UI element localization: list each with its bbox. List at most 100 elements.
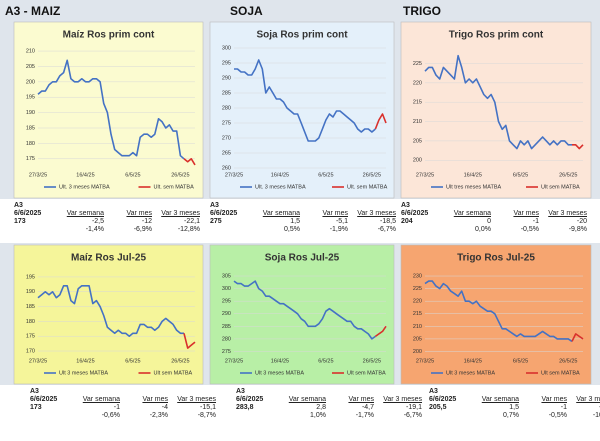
change-value: 0 xyxy=(487,218,491,225)
chart-box xyxy=(13,21,204,199)
y-tick-label: 230 xyxy=(413,273,422,279)
stats-label: A3 xyxy=(210,202,219,209)
y-tick-label: 260 xyxy=(222,165,231,171)
change-value: -22,1 xyxy=(184,218,200,225)
y-tick-label: 210 xyxy=(413,119,422,125)
y-tick-label: 190 xyxy=(26,289,35,295)
series-line xyxy=(183,333,196,349)
y-tick-label: 220 xyxy=(413,299,422,305)
chart-title: Maíz Ros Jul-25 xyxy=(71,253,146,264)
y-tick-label: 195 xyxy=(26,95,35,101)
x-tick-label: 27/3/25 xyxy=(225,358,243,364)
column-name: Var 3 meses xyxy=(357,210,396,217)
stats-value: 205,5 xyxy=(429,404,447,411)
y-tick-label: 210 xyxy=(413,324,422,330)
y-tick-label: 290 xyxy=(222,75,231,81)
spacer xyxy=(60,202,108,209)
change-value: -1 xyxy=(113,404,120,411)
chart-title: Soja Ros prim cont xyxy=(256,30,348,41)
spacer xyxy=(124,388,172,395)
change-pct: 0,5% xyxy=(284,226,300,233)
legend-label: Ult sem MATBA xyxy=(154,370,193,376)
stats-table: A3 6/6/2025 Var semana Var mes Var 3 meses 27… xyxy=(210,202,400,233)
change-pct: -1,4% xyxy=(85,226,104,233)
change-pct: -2,3% xyxy=(149,412,168,419)
spacer xyxy=(475,388,523,395)
column-name: Var 3 meses xyxy=(161,210,200,217)
column-name: Var 3 meses xyxy=(383,396,422,403)
x-tick-label: 6/5/25 xyxy=(513,172,528,178)
legend-label: Ult tres meses MATBA xyxy=(446,184,502,190)
column-name: Var mes xyxy=(142,396,168,403)
x-tick-label: 26/5/25 xyxy=(559,358,577,364)
spacer xyxy=(429,412,475,419)
x-tick-label: 26/5/25 xyxy=(363,172,381,178)
stats-date: 6/6/2025 xyxy=(401,210,429,217)
legend-label: Ult. sem MATBA xyxy=(347,184,388,190)
x-tick-label: 27/3/25 xyxy=(416,358,434,364)
change-value: 1,5 xyxy=(509,404,519,411)
column-name: Var 3 meses xyxy=(177,396,216,403)
section-header: SOJA xyxy=(230,4,263,18)
series-line xyxy=(233,280,376,340)
spacer xyxy=(256,202,304,209)
change-value: -1 xyxy=(532,218,539,225)
column-name: Var semana xyxy=(288,396,326,403)
y-tick-label: 180 xyxy=(26,319,35,325)
legend-label: Ult. sem MATBA xyxy=(154,184,195,190)
x-tick-label: 27/3/25 xyxy=(29,358,47,364)
chart-box xyxy=(209,244,395,385)
x-tick-label: 6/5/25 xyxy=(125,172,140,178)
x-tick-label: 26/5/25 xyxy=(363,358,381,364)
change-value: -18,5 xyxy=(380,218,396,225)
stats-table: A3 6/6/2025 Var semana Var mes Var 3 meses 28… xyxy=(236,388,426,419)
change-pct: -8,7% xyxy=(197,412,216,419)
stats-date: 6/6/2025 xyxy=(210,210,238,217)
change-value: -2,5 xyxy=(91,218,104,225)
chart-title: Maíz Ros prim cont xyxy=(63,30,155,41)
spacer xyxy=(571,388,600,395)
spacer xyxy=(378,388,426,395)
x-tick-label: 26/5/25 xyxy=(559,172,577,178)
x-tick-label: 6/5/25 xyxy=(125,358,140,364)
stats-label: A3 xyxy=(30,388,39,395)
change-value: 2,8 xyxy=(316,404,326,411)
spacer xyxy=(172,388,220,395)
change-pct: -12,8% xyxy=(177,226,200,233)
x-tick-label: 6/5/25 xyxy=(318,172,333,178)
legend-label: Ult sem MATBA xyxy=(541,370,580,376)
series-line xyxy=(424,280,573,343)
y-tick-label: 215 xyxy=(413,311,422,317)
series-line xyxy=(183,158,196,166)
y-tick-label: 205 xyxy=(413,336,422,342)
y-tick-label: 285 xyxy=(222,324,231,330)
stats-date: 6/6/2025 xyxy=(30,396,58,403)
change-value: -4,7 xyxy=(361,404,374,411)
y-tick-label: 225 xyxy=(413,61,422,67)
change-value: -20 xyxy=(576,218,587,225)
change-value: -1 xyxy=(560,404,567,411)
change-pct: 1,0% xyxy=(310,412,326,419)
stats-label: A3 xyxy=(401,202,410,209)
spacer xyxy=(495,202,543,209)
column-name: Var mes xyxy=(322,210,348,217)
y-tick-label: 185 xyxy=(26,304,35,310)
y-tick-label: 175 xyxy=(26,156,35,162)
x-tick-label: 16/4/25 xyxy=(271,358,289,364)
y-tick-label: 205 xyxy=(413,138,422,144)
column-name: Var semana xyxy=(82,396,120,403)
column-name: Var mes xyxy=(513,210,539,217)
x-tick-label: 26/5/25 xyxy=(171,358,189,364)
y-tick-label: 300 xyxy=(222,45,231,51)
chart-title: Trigo Ros Jul-25 xyxy=(457,253,535,264)
y-tick-label: 275 xyxy=(222,120,231,126)
legend-label: Ult sem MATBA xyxy=(541,184,580,190)
y-tick-label: 280 xyxy=(222,105,231,111)
change-value: -4 xyxy=(161,404,168,411)
y-tick-label: 280 xyxy=(222,336,231,342)
spacer xyxy=(108,202,156,209)
y-tick-label: 300 xyxy=(222,286,231,292)
